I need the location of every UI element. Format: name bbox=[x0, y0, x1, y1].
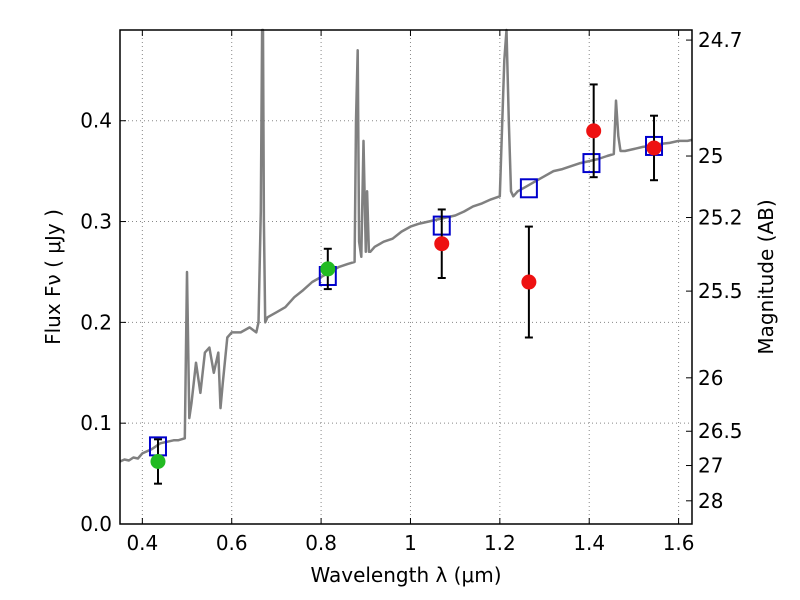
observed-flux-point bbox=[320, 261, 336, 277]
model-photometry-square bbox=[519, 178, 538, 199]
y2-tick-label: 28 bbox=[698, 489, 723, 513]
y2-tick-label: 24.7 bbox=[698, 28, 743, 52]
y2-axis-label: Magnitude (AB) bbox=[754, 199, 778, 354]
y2-tick-label: 26.5 bbox=[698, 419, 743, 443]
y2-tick-label: 25 bbox=[698, 144, 723, 168]
y-tick-label: 0.2 bbox=[80, 310, 112, 334]
x-tick-label: 0.8 bbox=[305, 531, 337, 555]
observed-flux-point bbox=[586, 123, 602, 139]
axis-ticks: 0.4 0.6 0.8 1 1.2 1.4 1.6 0.0 0.1 0.2 0.3 0.4 24.7 25… bbox=[80, 28, 742, 555]
x-tick-label: 1 bbox=[404, 531, 417, 555]
grid bbox=[120, 30, 692, 525]
photometry-points bbox=[148, 83, 664, 485]
x-tick-label: 1.6 bbox=[663, 531, 695, 555]
observed-flux-point bbox=[150, 453, 166, 469]
y-tick-label: 0.4 bbox=[80, 109, 112, 133]
y-tick-label: 0.3 bbox=[80, 210, 112, 234]
x-tick-label: 1.4 bbox=[573, 531, 605, 555]
observed-flux-point bbox=[646, 140, 662, 156]
model-photometry-square bbox=[582, 153, 601, 174]
y2-tick-label: 25.2 bbox=[698, 206, 743, 230]
observed-flux-point bbox=[521, 274, 537, 290]
y-tick-label: 0.0 bbox=[80, 512, 112, 536]
y-axis-label: Flux Fν ( μJy ) bbox=[41, 209, 65, 345]
plot-frame bbox=[119, 29, 693, 525]
x-tick-label: 1.2 bbox=[484, 531, 516, 555]
x-tick-label: 0.6 bbox=[216, 531, 248, 555]
y2-tick-label: 26 bbox=[698, 366, 723, 390]
model-spectrum bbox=[119, 28, 693, 463]
observed-flux-point bbox=[434, 236, 450, 252]
x-tick-label: 0.4 bbox=[126, 531, 158, 555]
y2-tick-label: 25.5 bbox=[698, 279, 743, 303]
y2-tick-label: 27 bbox=[698, 454, 723, 478]
model-spectrum-line bbox=[119, 28, 693, 463]
x-axis-label: Wavelength λ (μm) bbox=[310, 563, 501, 587]
y-tick-label: 0.1 bbox=[80, 411, 112, 435]
